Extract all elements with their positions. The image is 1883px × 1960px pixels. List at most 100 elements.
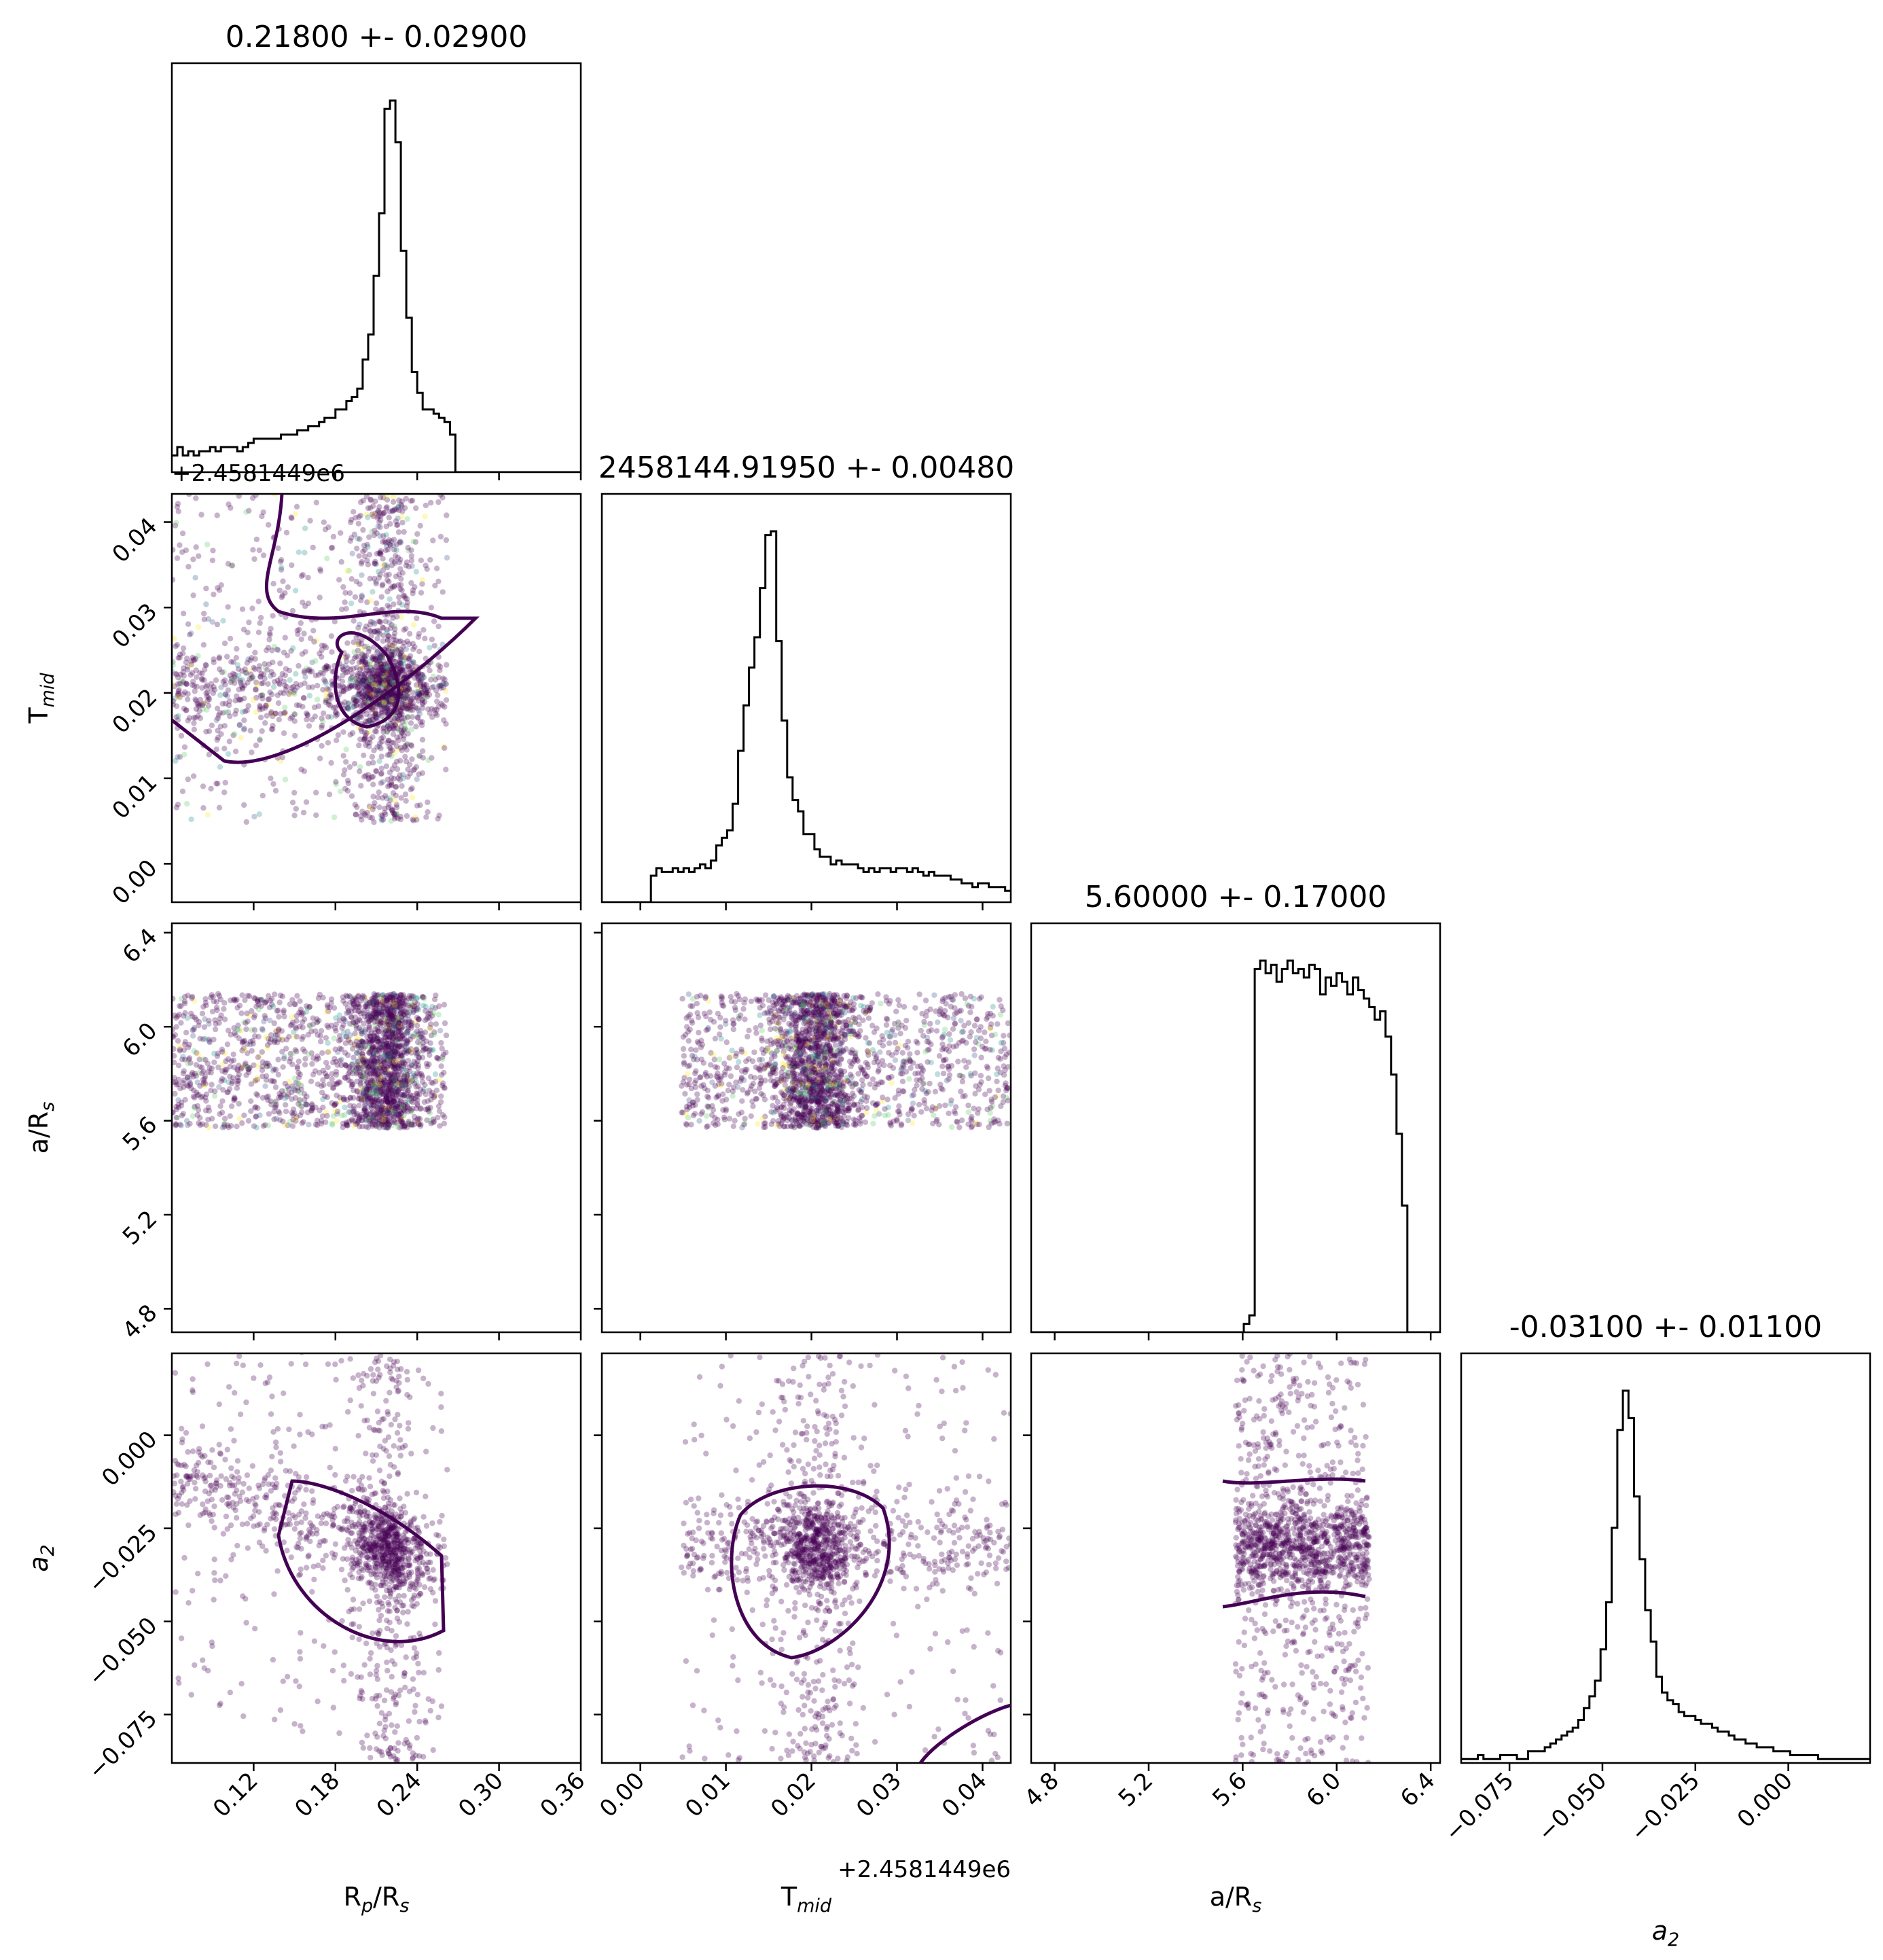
scatter-point (391, 547, 397, 553)
scatter-point (286, 667, 293, 674)
scatter-point (234, 645, 240, 652)
scatter-point (241, 802, 247, 808)
scatter-point (405, 545, 411, 551)
scatter-point (220, 679, 226, 685)
scatter-point (376, 804, 382, 810)
scatter-point (360, 692, 367, 698)
scatter-point (417, 802, 423, 808)
scatter-point (365, 668, 372, 674)
scatter-point (175, 1013, 181, 1020)
scatter-point (319, 722, 325, 729)
scatter-point (328, 545, 335, 551)
scatter-point (347, 519, 354, 526)
scatter-point (200, 805, 207, 811)
scatter-point (363, 772, 369, 779)
scatter-point (382, 1093, 389, 1100)
scatter-point (443, 688, 449, 694)
scatter-point (217, 1016, 223, 1022)
scatter-point (364, 541, 370, 548)
scatter-point (374, 671, 380, 677)
scatter-point (399, 783, 405, 789)
scatter-point (238, 1010, 245, 1016)
scatter-point (372, 666, 378, 673)
scatter-point (246, 507, 252, 514)
scatter-point (366, 681, 372, 688)
scatter-point (423, 814, 429, 820)
scatter-point (333, 710, 339, 716)
scatter-point (346, 567, 352, 574)
scatter-point (209, 722, 215, 728)
scatter-point (425, 757, 431, 764)
scatter-point (358, 1080, 364, 1086)
scatter-point (357, 499, 364, 505)
scatter-point (177, 754, 183, 760)
scatter-point (317, 755, 323, 762)
scatter-point (399, 498, 405, 505)
scatter-point (304, 665, 310, 671)
scatter-point (397, 653, 404, 660)
scatter-point (307, 635, 314, 641)
scatter-point (272, 1037, 278, 1044)
scatter-point (416, 753, 422, 760)
scatter-point (376, 711, 382, 717)
scatter-point (348, 600, 355, 607)
scatter-point (370, 734, 376, 741)
scatter-point (375, 1071, 381, 1077)
scatter-point (295, 662, 302, 669)
scatter-point (379, 654, 385, 661)
scatter-point (383, 698, 389, 705)
scatter-point (351, 1054, 357, 1061)
scatter-point (347, 675, 354, 682)
scatter-point (437, 494, 444, 498)
scatter-point (384, 497, 391, 503)
scatter-point (205, 702, 212, 709)
scatter-point (410, 622, 417, 628)
scatter-point (208, 995, 214, 1001)
scatter-point (323, 680, 329, 687)
scatter-point (281, 1054, 287, 1060)
scatter-point (400, 705, 406, 711)
scatter-point (348, 683, 355, 690)
scatter-point (406, 686, 412, 692)
scatter-point (435, 816, 441, 822)
scatter-point (438, 682, 444, 689)
scatter-point (365, 696, 372, 702)
scatter-point (363, 1124, 370, 1130)
scatter-point (423, 682, 429, 688)
scatter-point (253, 743, 259, 749)
scatter-point (399, 719, 406, 726)
scatter-point (406, 688, 412, 694)
scatter-point (356, 659, 363, 666)
scatter-point (309, 684, 316, 690)
scatter-point (368, 1089, 375, 1096)
scatter-point (355, 647, 361, 654)
scatter-point (395, 1124, 401, 1130)
scatter-point (211, 591, 217, 598)
scatter-point (294, 1065, 300, 1071)
scatter-point (277, 558, 284, 565)
scatter-point (318, 1118, 325, 1124)
scatter-point (245, 702, 251, 709)
scatter-point (215, 585, 221, 591)
scatter-point (289, 515, 295, 521)
scatter-point (423, 690, 429, 696)
scatter-point (380, 632, 387, 639)
scatter-point (356, 689, 362, 695)
scatter-point (348, 682, 355, 689)
scatter-point (342, 1075, 348, 1082)
scatter-point (237, 677, 243, 684)
scatter-point (440, 680, 446, 686)
scatter-point (416, 685, 422, 691)
scatter-point (366, 675, 372, 681)
scatter-point (374, 661, 380, 668)
scatter-point (365, 1038, 372, 1045)
scatter-point (419, 672, 426, 678)
y-tick-label: 0.01 (107, 769, 163, 825)
scatter-point (191, 683, 198, 689)
scatter-point (183, 659, 190, 666)
scatter-point (244, 1010, 250, 1016)
scatter-point (362, 732, 369, 738)
scatter-point (284, 652, 291, 659)
scatter-point (398, 728, 404, 734)
scatter-point (276, 717, 282, 723)
